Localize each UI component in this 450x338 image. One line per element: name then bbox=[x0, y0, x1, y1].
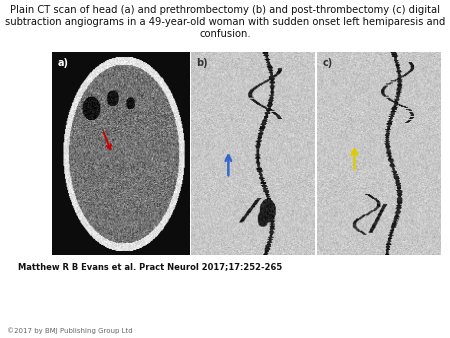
Text: a): a) bbox=[57, 58, 68, 69]
Text: c): c) bbox=[322, 58, 333, 69]
Text: PN: PN bbox=[392, 308, 416, 323]
Text: Plain CT scan of head (a) and prethrombectomy (b) and post-thrombectomy (c) digi: Plain CT scan of head (a) and prethrombe… bbox=[10, 5, 440, 15]
Text: confusion.: confusion. bbox=[199, 29, 251, 39]
Text: subtraction angiograms in a 49-year-old woman with sudden onset left hemiparesis: subtraction angiograms in a 49-year-old … bbox=[5, 17, 445, 27]
Text: ©2017 by BMJ Publishing Group Ltd: ©2017 by BMJ Publishing Group Ltd bbox=[7, 327, 132, 334]
Text: Matthew R B Evans et al. Pract Neurol 2017;17:252-265: Matthew R B Evans et al. Pract Neurol 20… bbox=[18, 262, 282, 271]
Text: b): b) bbox=[196, 58, 208, 69]
